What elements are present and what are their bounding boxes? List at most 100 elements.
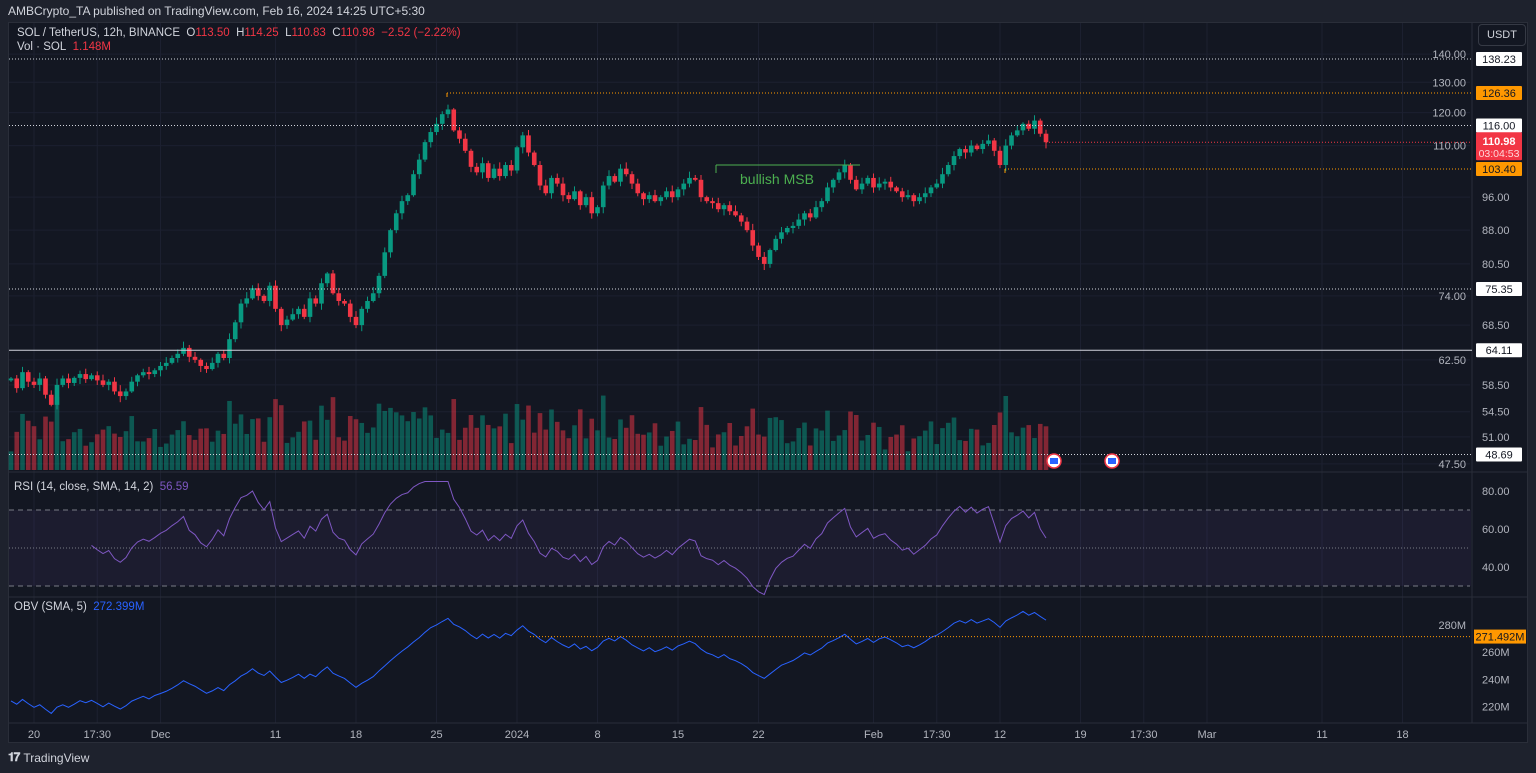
candle-body — [853, 179, 859, 190]
candle-body — [1043, 133, 1049, 143]
volume-bar — [842, 430, 848, 470]
volume-bar — [733, 445, 738, 470]
x-tick-label: Dec — [151, 729, 171, 741]
rsi-legend[interactable]: RSI (14, close, SMA, 14, 2) 56.59 — [14, 481, 189, 493]
volume-bar — [980, 445, 986, 470]
candle-body — [106, 381, 112, 385]
candle-body — [1003, 145, 1009, 166]
volume-bar — [802, 422, 807, 470]
level-price-tag — [1476, 281, 1522, 296]
candle-body — [342, 300, 347, 304]
x-tick-label: 11 — [1316, 729, 1327, 741]
candle-body — [957, 149, 963, 157]
candle-body — [152, 370, 158, 375]
volume-bar — [393, 412, 399, 470]
candle-body — [117, 391, 123, 397]
candle-body — [738, 215, 744, 222]
candle-body — [652, 195, 658, 202]
volume-bar — [618, 419, 623, 470]
candle-body — [376, 275, 382, 294]
volume-bar — [1009, 432, 1014, 470]
volume-bar — [871, 422, 876, 470]
volume-bar — [290, 437, 296, 470]
candle-body — [606, 176, 612, 186]
volume-value: 1.148M — [72, 41, 111, 53]
candle-body — [865, 177, 871, 184]
publish-info: AMBCrypto_TA published on TradingView.co… — [8, 4, 425, 18]
volume-bar — [1026, 425, 1032, 470]
volume-bar — [876, 426, 882, 470]
candle-body — [468, 150, 474, 167]
volume-bar — [669, 430, 675, 470]
candle-body — [600, 185, 606, 208]
rsi-line — [91, 481, 1047, 596]
last-price-value: 110.98 — [1482, 136, 1515, 148]
volume-bar — [485, 424, 491, 470]
candle-body — [255, 288, 261, 296]
volume-bar — [922, 430, 928, 470]
volume-bar — [60, 441, 66, 470]
price-tick-label: 51.00 — [1482, 432, 1510, 444]
volume-bar — [888, 436, 894, 470]
candle-body — [135, 375, 140, 382]
candle-body — [710, 201, 715, 204]
candle-body — [20, 372, 25, 389]
open-label: O — [186, 27, 196, 39]
volume-bar — [928, 421, 934, 470]
rsi-value: 56.59 — [159, 481, 189, 493]
volume-bar — [865, 434, 871, 470]
candle-body — [784, 228, 790, 233]
volume-bar — [911, 438, 917, 470]
price-tick-label: 96.00 — [1482, 192, 1510, 204]
volume-bar — [681, 444, 687, 470]
candle-body — [767, 250, 773, 264]
rsi-title: RSI (14, close, SMA, 14, 2) — [14, 481, 154, 493]
candle-body — [589, 197, 595, 214]
volume-bar — [301, 421, 307, 470]
volume-bar — [974, 429, 980, 470]
volume-bar — [692, 440, 698, 470]
candle-body — [25, 372, 31, 382]
volume-bar — [342, 440, 347, 470]
candle-body — [175, 353, 181, 359]
volume-legend[interactable]: Vol · SOL 1.148M — [17, 41, 111, 53]
x-tick-label: 18 — [350, 729, 362, 741]
candle-body — [94, 375, 100, 381]
volume-bar — [43, 416, 48, 470]
volume-bar — [773, 417, 779, 470]
candle-body — [181, 347, 186, 354]
x-tick-label: 12 — [994, 729, 1006, 741]
candle-body — [491, 168, 497, 178]
candle-body — [876, 183, 882, 188]
tradingview-logo[interactable]: 𝟏𝟕 TradingView — [8, 750, 89, 765]
volume-bar — [945, 422, 951, 470]
candle-body — [911, 195, 917, 202]
volume-bar — [365, 432, 370, 470]
volume-bar — [968, 428, 974, 470]
volume-bar — [244, 433, 250, 470]
volume-bar — [526, 405, 531, 470]
obv-legend[interactable]: OBV (SMA, 5) 272.399M — [14, 601, 144, 613]
volume-bar — [324, 419, 330, 470]
volume-bar — [658, 445, 664, 470]
volume-bar — [635, 433, 641, 470]
volume-bar — [215, 430, 221, 470]
volume-bar — [738, 435, 744, 470]
symbol-legend[interactable]: SOL / TetherUS, 12h, BINANCE O113.50 H11… — [17, 27, 461, 39]
candle-body — [1032, 120, 1037, 129]
volume-bar — [583, 438, 589, 470]
candle-body — [163, 362, 169, 366]
volume-bar — [474, 427, 480, 470]
obv-tick-label: 260M — [1482, 647, 1510, 659]
currency-button[interactable]: USDT — [1478, 24, 1526, 46]
volume-bar — [779, 420, 784, 470]
volume-bar — [675, 421, 681, 470]
volume-bar — [986, 442, 991, 470]
volume-bar — [957, 440, 963, 470]
volume-bar — [405, 421, 411, 470]
candle-body — [940, 174, 945, 184]
close-value: 110.98 — [340, 27, 375, 39]
candle-body — [1009, 135, 1014, 146]
level-price-label: 116.00 — [1483, 120, 1516, 132]
